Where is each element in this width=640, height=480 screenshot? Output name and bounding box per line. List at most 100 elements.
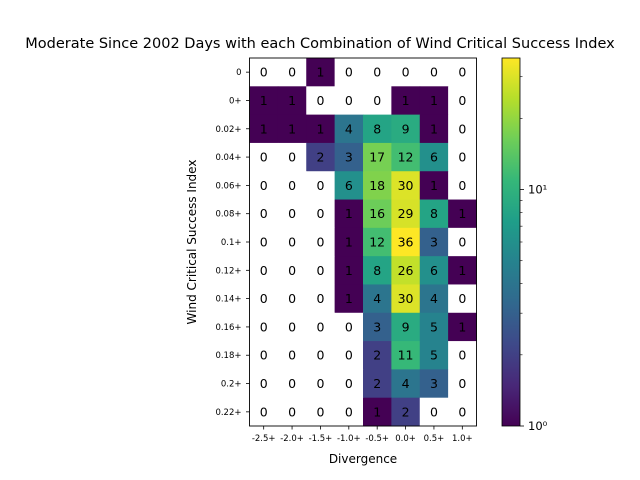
heatmap-cell	[448, 114, 477, 144]
cell-value-label: 0	[345, 376, 353, 391]
heatmap-cell	[277, 114, 307, 144]
cell-value-label: 0	[316, 206, 324, 221]
heatmap-cell	[334, 312, 364, 342]
heatmap-cell	[363, 114, 392, 144]
heatmap-cell	[448, 284, 477, 314]
cell-value-label: 1	[402, 93, 410, 108]
chart-title: Moderate Since 2002 Days with each Combi…	[25, 36, 615, 52]
cell-value-label: 5	[430, 348, 438, 363]
heatmap-cell	[448, 227, 477, 257]
cell-value-label: 1	[458, 263, 466, 278]
heatmap-cell	[363, 227, 392, 257]
heatmap-cell	[306, 397, 336, 427]
cell-value-label: 0	[345, 348, 353, 363]
colorbar-tick-label: 10⁰	[528, 419, 548, 433]
heatmap-cell	[391, 199, 421, 229]
cell-value-label: 0	[260, 178, 268, 193]
y-axis: 0 0+ 0.02+ 0.04+ 0.06+ 0.08+ 0.1+ 0.12+ 0.14+ 0.1…	[215, 68, 250, 418]
cell-value-label: 0	[345, 93, 353, 108]
cell-value-label: 29	[398, 206, 414, 221]
cell-value-label: 0	[288, 178, 296, 193]
heatmap-cell	[363, 199, 392, 229]
heatmap-cell	[419, 256, 449, 285]
cell-value-label: 0	[316, 291, 324, 306]
x-tick-label: -2.5+	[252, 434, 276, 444]
heatmap-cell	[419, 369, 449, 399]
cell-value-label: 0	[316, 404, 324, 419]
x-tick-label: 0.0+	[395, 434, 416, 444]
cell-value-label: 0	[316, 263, 324, 278]
y-tick-label: 0	[236, 68, 241, 78]
cell-value-label: 4	[345, 121, 353, 136]
heatmap-cell	[391, 171, 421, 200]
heatmap-cell	[306, 227, 336, 257]
colorbar-tick-label: 10¹	[528, 183, 547, 197]
cell-value-label: 0	[458, 404, 466, 419]
cell-value-label: 1	[345, 263, 353, 278]
cell-value-label: 0	[288, 348, 296, 363]
cell-value-label: 0	[260, 319, 268, 334]
cell-value-label: 0	[288, 263, 296, 278]
cell-value-label: 18	[369, 178, 385, 193]
cell-value-label: 12	[369, 235, 385, 250]
cell-value-label: 0	[373, 65, 381, 80]
y-tick-label: 0.08+	[215, 210, 241, 220]
y-tick-label: 0.06+	[215, 181, 241, 191]
heatmap-cell	[363, 369, 392, 399]
cell-value-label: 0	[260, 404, 268, 419]
cell-value-label: 0	[430, 404, 438, 419]
heatmap-cell	[419, 199, 449, 229]
heatmap-cell	[448, 171, 477, 200]
heatmap-cell	[334, 171, 364, 200]
cell-value-label: 1	[345, 235, 353, 250]
cell-value-label: 1	[430, 121, 438, 136]
cell-value-label: 0	[288, 404, 296, 419]
cell-value-label: 0	[316, 235, 324, 250]
cell-value-label: 0	[316, 178, 324, 193]
heatmap-cell	[391, 114, 421, 144]
cell-value-label: 0	[345, 404, 353, 419]
y-axis-label: Wind Critical Success Index	[185, 160, 199, 325]
cell-value-label: 12	[398, 150, 414, 165]
cell-value-label: 3	[430, 376, 438, 391]
heatmap-cell	[334, 227, 364, 257]
heatmap-cell	[391, 86, 421, 116]
heatmap-cell	[363, 58, 392, 87]
cell-value-label: 0	[458, 291, 466, 306]
cell-value-label: 6	[345, 178, 353, 193]
cell-value-label: 0	[430, 65, 438, 80]
heatmap-cell	[391, 58, 421, 87]
cell-value-label: 0	[260, 291, 268, 306]
heatmap-cell	[363, 312, 392, 342]
cell-value-label: 0	[316, 93, 324, 108]
heatmap-cell	[363, 86, 392, 116]
heatmap-cell	[419, 86, 449, 116]
cell-value-label: 0	[458, 348, 466, 363]
cell-value-label: 1	[316, 121, 324, 136]
cell-value-label: 1	[288, 93, 296, 108]
y-tick-label: 0+	[229, 96, 242, 106]
x-tick-label: 1.0+	[452, 434, 473, 444]
y-tick-label: 0.04+	[215, 153, 241, 163]
heatmap-cell	[249, 58, 279, 87]
heatmap-cell	[334, 284, 364, 314]
heatmap-cell	[448, 312, 477, 342]
heatmap-cell	[249, 397, 279, 427]
heatmap-cell	[249, 171, 279, 200]
heatmap-cell	[448, 369, 477, 399]
heatmap-cell	[448, 341, 477, 370]
heatmap-cell	[306, 369, 336, 399]
cell-value-label: 0	[458, 178, 466, 193]
cell-value-label: 4	[430, 291, 438, 306]
x-tick-label: -1.5+	[309, 434, 333, 444]
heatmap-cell	[363, 284, 392, 314]
cell-value-label: 1	[458, 319, 466, 334]
cell-value-label: 6	[430, 150, 438, 165]
cell-value-label: 1	[288, 121, 296, 136]
cell-value-label: 0	[373, 93, 381, 108]
cell-value-label: 8	[373, 121, 381, 136]
cell-value-label: 3	[430, 235, 438, 250]
heatmap-cell	[419, 341, 449, 370]
cell-value-label: 4	[373, 291, 381, 306]
heatmap-cell	[277, 341, 307, 370]
